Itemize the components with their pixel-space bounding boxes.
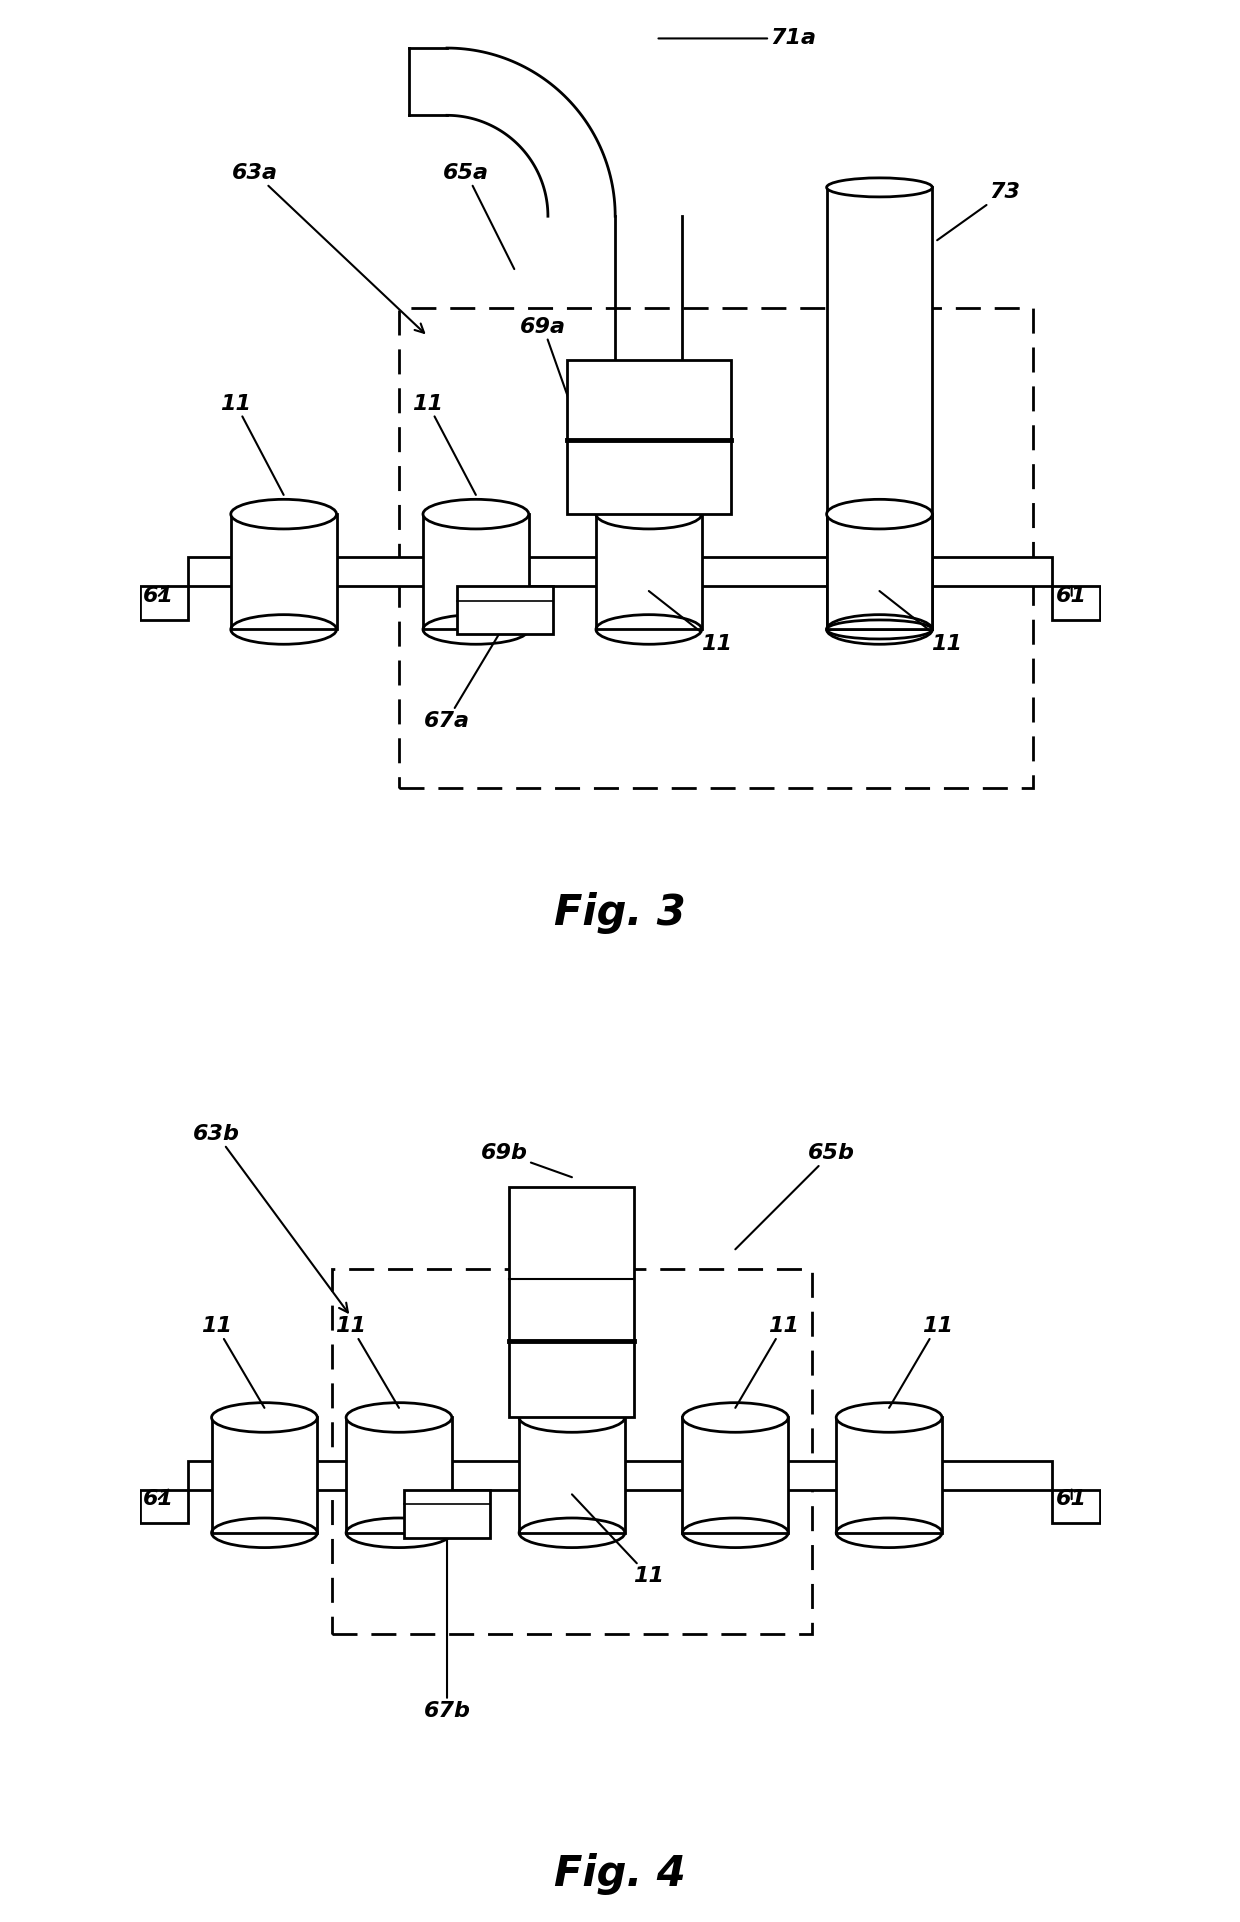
Bar xyxy=(567,359,730,513)
Bar xyxy=(827,513,932,628)
Text: 63b: 63b xyxy=(193,1124,348,1313)
Bar xyxy=(423,513,528,628)
Text: 65a: 65a xyxy=(443,163,515,269)
Bar xyxy=(187,557,1053,586)
Bar xyxy=(1053,1490,1100,1522)
Bar xyxy=(332,1269,812,1634)
Bar xyxy=(346,1418,451,1534)
Bar xyxy=(520,1418,625,1534)
Ellipse shape xyxy=(212,1403,317,1432)
Ellipse shape xyxy=(596,500,702,529)
Text: 11: 11 xyxy=(572,1495,665,1586)
Text: 61: 61 xyxy=(144,1490,174,1509)
Bar xyxy=(510,1186,635,1418)
Bar xyxy=(231,513,336,628)
Text: 11: 11 xyxy=(735,1317,799,1407)
Bar xyxy=(139,1490,187,1522)
Text: 11: 11 xyxy=(889,1317,952,1407)
Text: 61: 61 xyxy=(144,586,174,605)
Bar xyxy=(404,1490,490,1538)
Bar xyxy=(682,1418,789,1534)
Bar xyxy=(827,186,932,628)
Text: 71a: 71a xyxy=(658,29,816,48)
Ellipse shape xyxy=(827,179,932,196)
Text: Fig. 3: Fig. 3 xyxy=(554,892,686,934)
Ellipse shape xyxy=(346,1403,451,1432)
Text: 11: 11 xyxy=(335,1317,399,1407)
Text: 63a: 63a xyxy=(232,163,424,333)
Text: 69b: 69b xyxy=(481,1144,572,1176)
Text: 67a: 67a xyxy=(424,625,505,730)
Text: 11: 11 xyxy=(879,592,962,653)
Bar xyxy=(187,1461,1053,1490)
Text: 61: 61 xyxy=(1056,1490,1087,1509)
Bar xyxy=(212,1418,317,1534)
Ellipse shape xyxy=(682,1403,789,1432)
Bar xyxy=(139,586,187,619)
Ellipse shape xyxy=(231,500,336,529)
Text: 11: 11 xyxy=(649,592,732,653)
Text: 73: 73 xyxy=(937,183,1019,240)
Ellipse shape xyxy=(836,1403,942,1432)
Text: 11: 11 xyxy=(201,1317,264,1407)
Bar xyxy=(1053,586,1100,619)
Text: 67b: 67b xyxy=(424,1534,470,1720)
Text: 11: 11 xyxy=(412,394,476,494)
Ellipse shape xyxy=(520,1403,625,1432)
Ellipse shape xyxy=(423,500,528,529)
Bar xyxy=(456,586,553,634)
Text: Fig. 4: Fig. 4 xyxy=(554,1853,686,1895)
Ellipse shape xyxy=(827,500,932,529)
Text: 65b: 65b xyxy=(735,1144,854,1249)
Text: 11: 11 xyxy=(221,394,284,494)
Bar xyxy=(596,513,702,628)
Text: 69a: 69a xyxy=(520,317,577,421)
Text: 61: 61 xyxy=(1056,586,1087,605)
Bar xyxy=(399,308,1033,788)
Bar xyxy=(836,1418,942,1534)
